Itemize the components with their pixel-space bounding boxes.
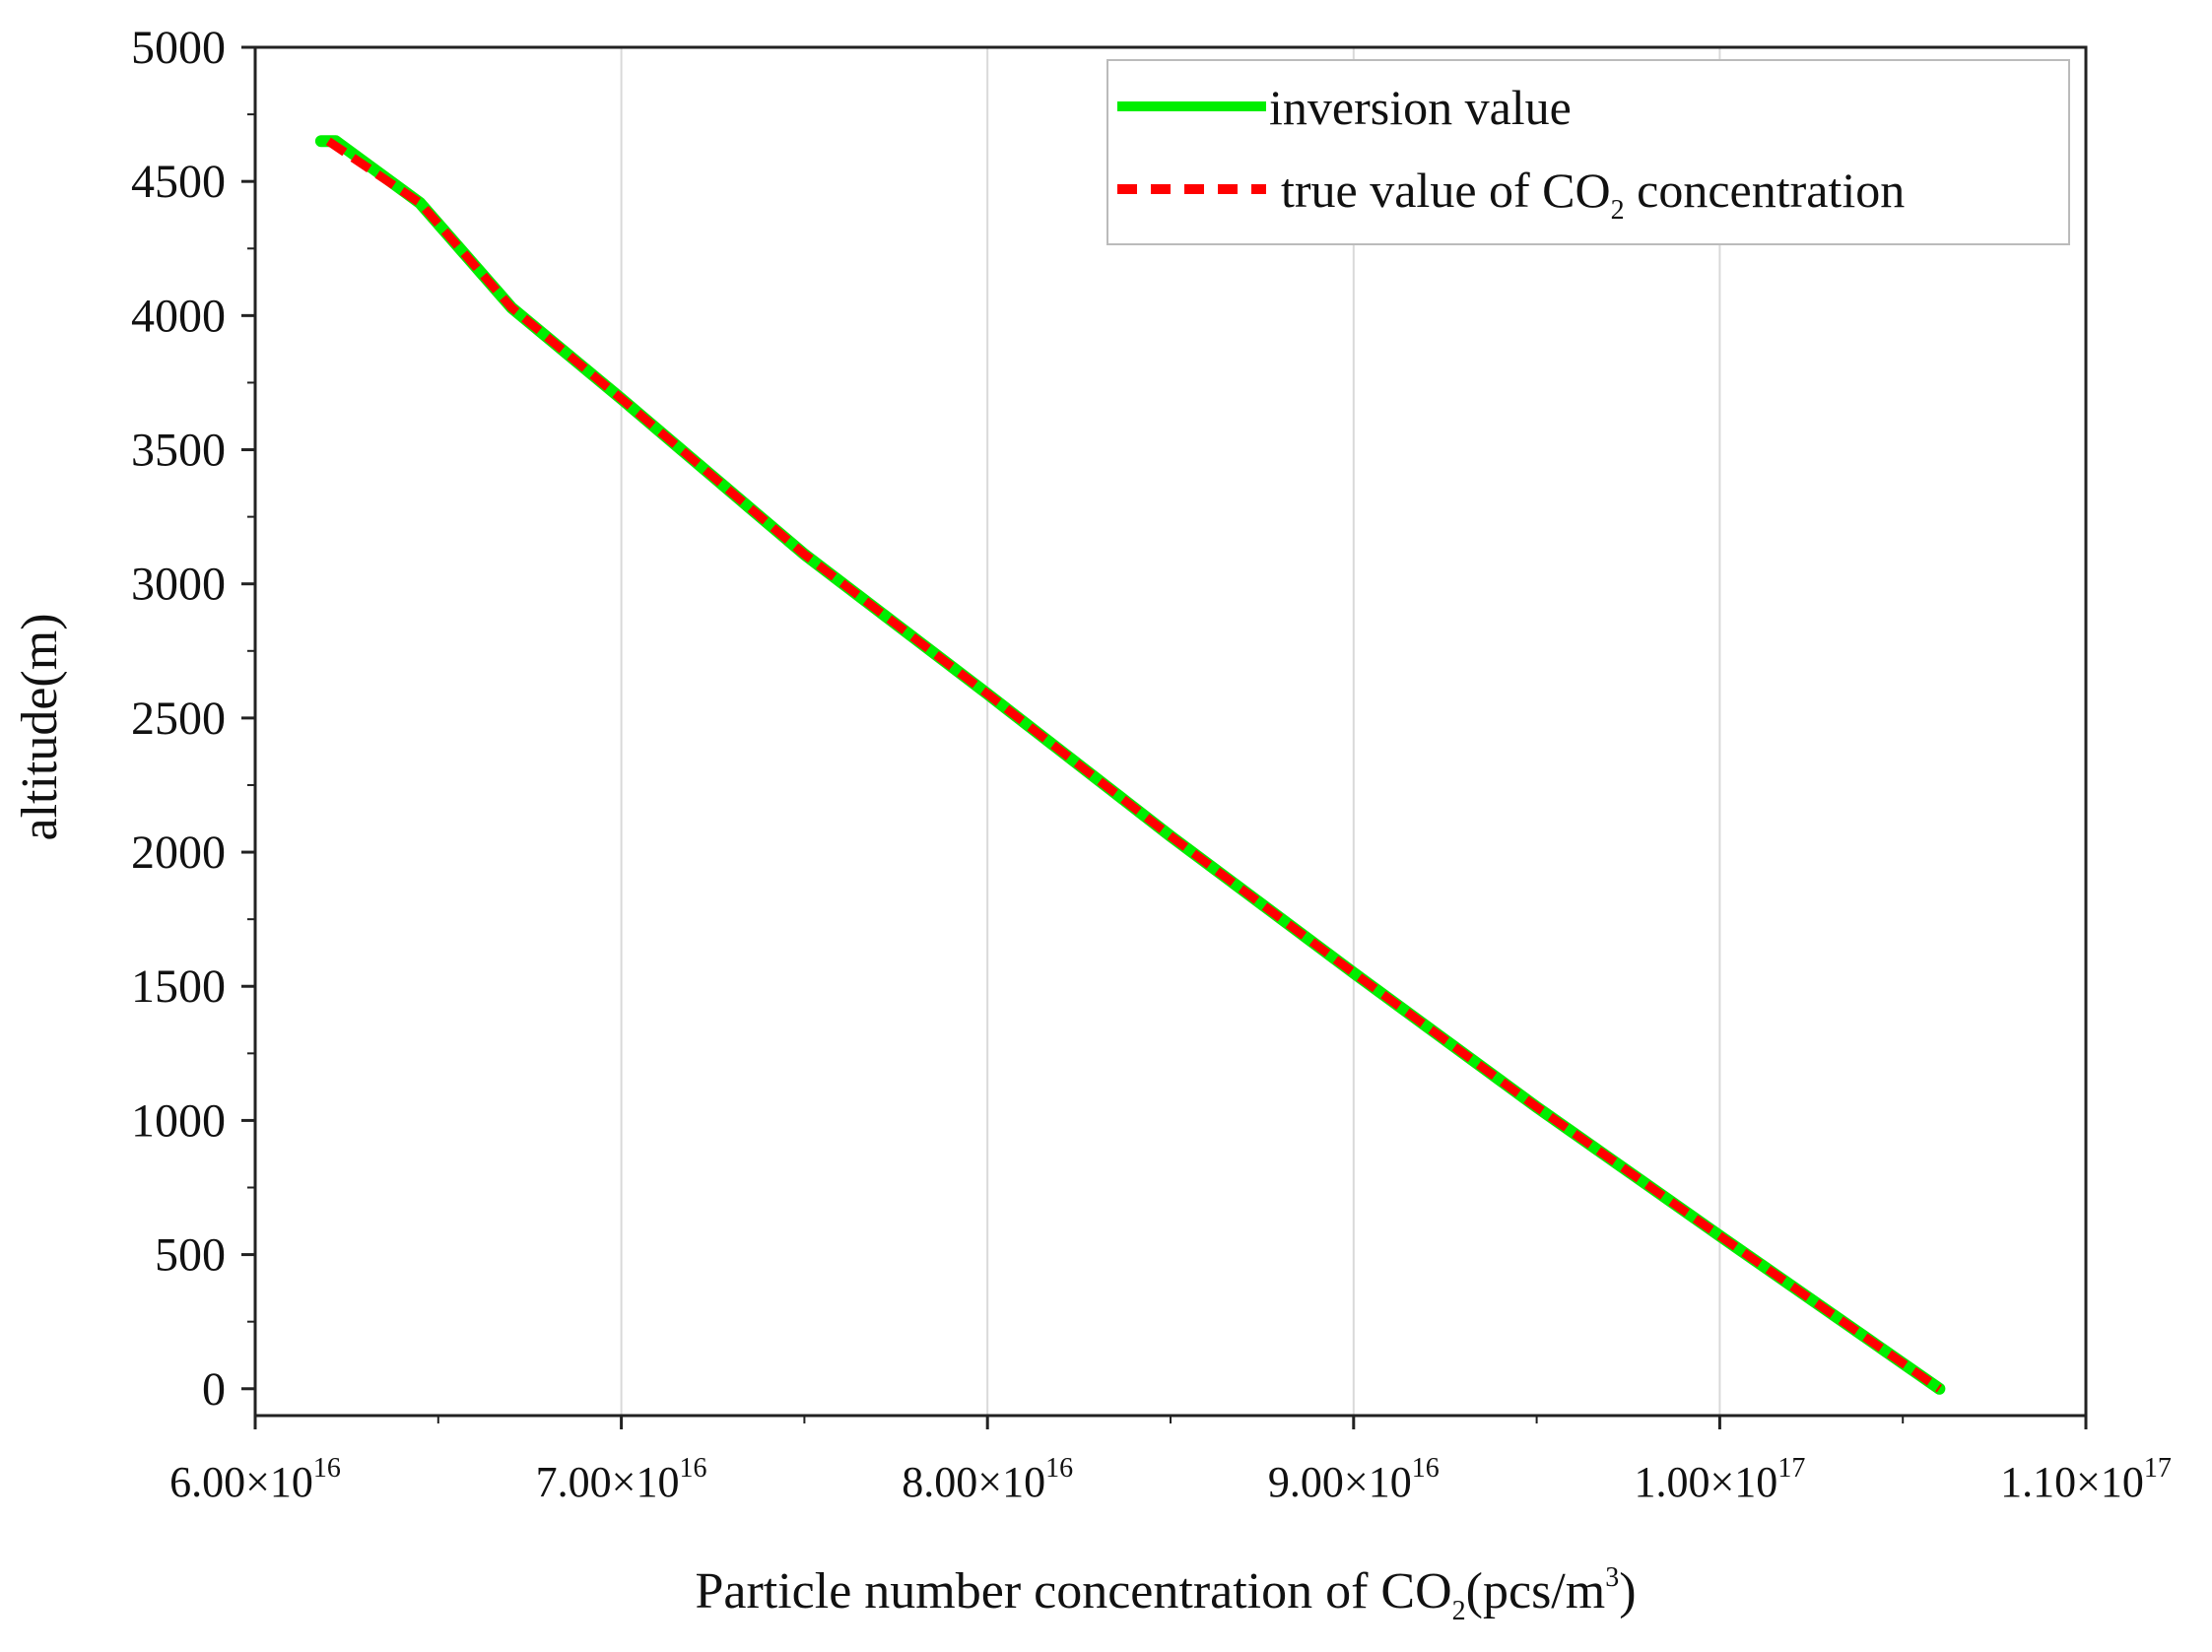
x-tick-labels: 6.00×1016 7.00×1016 8.00×1016 9.00×1016 1.00…: [169, 1453, 2172, 1506]
x-tick-exponent: 16: [680, 1453, 707, 1484]
x-tick-label: 6.00×1016: [169, 1453, 341, 1506]
y-tick-label: 2000: [131, 826, 226, 879]
legend-label-inversion-value: inversion value: [1269, 80, 1572, 135]
x-axis-title: Particle number concentration of CO2(pcs…: [695, 1562, 1636, 1626]
y-tick-label: 3000: [131, 559, 226, 611]
y-tick-label: 500: [155, 1229, 226, 1282]
x-axis-title-sub: 2: [1452, 1596, 1466, 1626]
x-tick-label: 1.00×1017: [1634, 1453, 1805, 1506]
x-axis-title-unit-sup: 3: [1605, 1562, 1619, 1593]
y-tick-labels: 0 500 1000 1500 2000 2500 3000 3500 4000 4500 5000: [131, 22, 226, 1416]
x-axis-title-main: Particle number concentration of CO: [695, 1563, 1451, 1619]
legend-label-true-value-suffix: concentration: [1625, 163, 1906, 218]
x-axis-title-unit-open: (pcs/m: [1466, 1563, 1606, 1619]
y-tick-label: 1500: [131, 960, 226, 1013]
y-tick-label: 4500: [131, 156, 226, 208]
legend-label-true-value-main: true value of CO: [1281, 163, 1611, 218]
y-tick-label: 3500: [131, 425, 226, 477]
x-tick-label: 7.00×1016: [536, 1453, 707, 1506]
axis-ticks: [241, 45, 2088, 1429]
x-tick-label: 9.00×1016: [1268, 1453, 1440, 1506]
y-axis-title: altitude(m): [12, 613, 68, 840]
x-tick-exponent: 16: [1412, 1453, 1440, 1484]
x-tick-mantissa: 6.00×10: [169, 1458, 313, 1506]
grid-lines: [620, 47, 1721, 1416]
series-line-true-value: [325, 137, 1942, 1393]
y-tick-label: 4000: [131, 290, 226, 342]
x-tick-mantissa: 7.00×10: [536, 1458, 680, 1506]
x-tick-label: 8.00×1016: [902, 1453, 1073, 1506]
x-tick-exponent: 17: [1777, 1453, 1805, 1484]
x-tick-exponent: 17: [2144, 1453, 2172, 1484]
x-tick-mantissa: 9.00×10: [1268, 1458, 1412, 1506]
x-axis-title-unit-close: ): [1619, 1563, 1636, 1619]
legend-label-true-value-sub: 2: [1611, 195, 1625, 226]
y-tick-label: 0: [202, 1363, 226, 1416]
legend: inversion value true value of CO2 concen…: [1106, 59, 2070, 245]
x-tick-mantissa: 1.10×10: [2000, 1458, 2144, 1506]
x-tick-mantissa: 8.00×10: [902, 1458, 1045, 1506]
legend-label-true-value: true value of CO2 concentration: [1281, 163, 1905, 226]
x-tick-exponent: 16: [1045, 1453, 1073, 1484]
x-tick-label: 1.10×1017: [2000, 1453, 2172, 1506]
legend-frame: [1106, 59, 2070, 245]
y-tick-label: 1000: [131, 1094, 226, 1147]
x-tick-exponent: 16: [313, 1453, 341, 1484]
y-tick-label: 2500: [131, 693, 226, 745]
series-lines: [314, 135, 1946, 1395]
x-tick-mantissa: 1.00×10: [1634, 1458, 1777, 1506]
y-tick-label: 5000: [131, 22, 226, 74]
